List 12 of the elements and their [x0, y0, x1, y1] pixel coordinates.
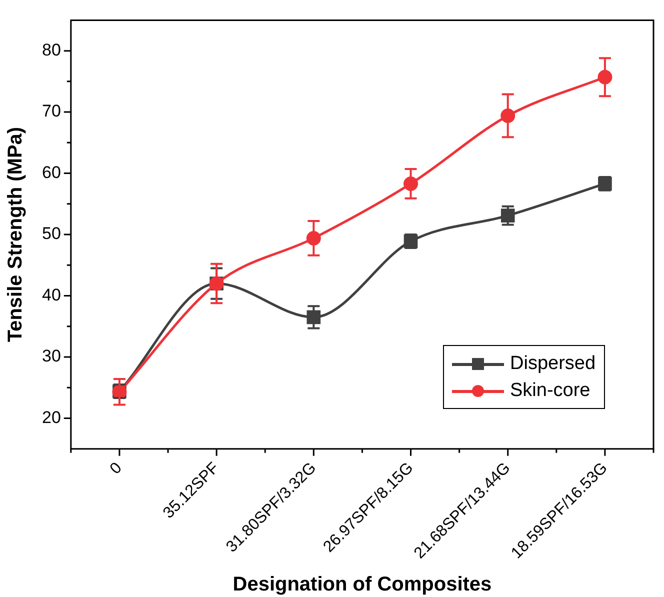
y-tick-label: 30	[42, 346, 61, 366]
y-tick-label: 60	[42, 162, 61, 182]
x-axis-title: Designation of Composites	[232, 574, 492, 596]
y-tick-label: 80	[42, 40, 61, 60]
legend-label: Skin-core	[510, 380, 590, 402]
y-tick-label: 70	[42, 102, 61, 121]
legend-label: Dispersed	[510, 352, 596, 374]
x-tick-label: 0	[107, 460, 126, 478]
y-tick-label: 40	[42, 285, 61, 304]
y-tick-label: 50	[42, 224, 61, 244]
y-axis-title: Tensile Strength (MPa)	[4, 126, 27, 342]
y-tick-label: 20	[42, 408, 61, 427]
